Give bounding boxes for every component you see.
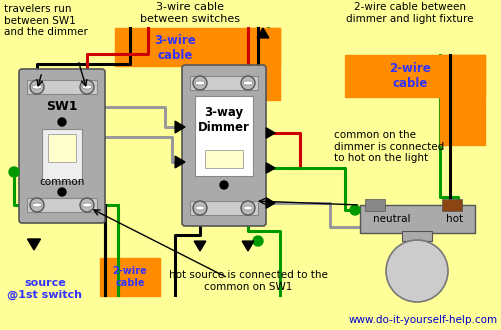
Ellipse shape (242, 206, 253, 210)
Bar (189, 201, 258, 215)
Circle shape (30, 198, 44, 212)
Polygon shape (194, 241, 205, 251)
Text: SW1: SW1 (46, 101, 78, 114)
Bar (401, 231, 431, 241)
Bar (439, 55, 484, 145)
Circle shape (58, 188, 66, 196)
Circle shape (240, 201, 255, 215)
Bar (189, 76, 258, 90)
Text: 2-wire cable between
dimmer and light fixture: 2-wire cable between dimmer and light fi… (346, 2, 473, 24)
Polygon shape (257, 28, 269, 38)
Text: source
@1st switch: source @1st switch (8, 278, 82, 300)
Circle shape (80, 80, 94, 94)
Text: 2-wire
cable: 2-wire cable (112, 266, 147, 288)
Polygon shape (28, 239, 41, 250)
Polygon shape (241, 241, 254, 251)
Bar (244, 28, 280, 100)
Circle shape (253, 236, 263, 246)
Bar (100, 258, 160, 296)
Text: common on the
dimmer is connected
to hot on the light: common on the dimmer is connected to hot… (333, 130, 443, 163)
Circle shape (30, 80, 44, 94)
Bar (441, 199, 461, 211)
Ellipse shape (82, 203, 92, 207)
Text: 3-wire cable
between switches: 3-wire cable between switches (140, 2, 239, 24)
Bar (27, 80, 97, 94)
Bar (27, 198, 97, 212)
Text: hot source is connected to the
common on SW1: hot source is connected to the common on… (168, 270, 327, 292)
Bar (42, 129, 82, 181)
Text: 2-wire
cable: 2-wire cable (388, 62, 430, 90)
Polygon shape (266, 163, 275, 173)
Polygon shape (175, 156, 185, 168)
Bar (364, 199, 384, 211)
Circle shape (192, 76, 206, 90)
Bar (344, 55, 484, 97)
Text: 3-wire
cable: 3-wire cable (154, 34, 195, 62)
FancyBboxPatch shape (19, 69, 105, 223)
Polygon shape (175, 121, 185, 133)
Bar (115, 28, 280, 66)
Polygon shape (266, 128, 275, 138)
Circle shape (240, 76, 255, 90)
Text: common: common (39, 177, 85, 187)
Polygon shape (266, 198, 275, 208)
Text: neutral: neutral (373, 214, 410, 224)
Circle shape (192, 201, 206, 215)
Text: 3-way
Dimmer: 3-way Dimmer (198, 106, 249, 134)
Ellipse shape (194, 81, 204, 85)
Circle shape (219, 181, 227, 189)
Ellipse shape (82, 85, 92, 89)
Text: travelers run
between SW1
and the dimmer: travelers run between SW1 and the dimmer (4, 4, 88, 37)
Bar (194, 96, 253, 176)
FancyBboxPatch shape (182, 65, 266, 226)
Ellipse shape (32, 203, 42, 207)
Text: hot: hot (445, 214, 462, 224)
Ellipse shape (385, 240, 447, 302)
Bar (359, 205, 474, 233)
Bar (204, 150, 242, 168)
Bar (48, 134, 76, 162)
Text: www.do-it-yourself-help.com: www.do-it-yourself-help.com (348, 315, 497, 325)
Ellipse shape (32, 85, 42, 89)
Circle shape (349, 205, 359, 215)
Ellipse shape (242, 81, 253, 85)
Ellipse shape (194, 206, 204, 210)
Circle shape (58, 118, 66, 126)
Circle shape (80, 198, 94, 212)
Circle shape (9, 167, 19, 177)
